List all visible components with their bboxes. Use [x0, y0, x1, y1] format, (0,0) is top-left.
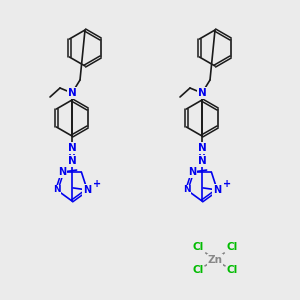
Text: Cl: Cl [192, 242, 204, 252]
Text: Cl: Cl [192, 265, 204, 275]
Text: Zn: Zn [208, 255, 223, 265]
Text: N: N [188, 167, 197, 177]
Text: N: N [213, 185, 221, 195]
Text: N: N [83, 185, 91, 195]
Text: N: N [58, 167, 67, 177]
Text: N: N [53, 185, 61, 194]
Text: N: N [198, 88, 206, 98]
Text: Cl: Cl [226, 242, 238, 252]
Text: N: N [198, 143, 206, 153]
Text: +: + [223, 179, 231, 189]
Text: N: N [68, 143, 76, 153]
Text: N: N [198, 156, 206, 166]
Text: Cl: Cl [226, 265, 238, 275]
Text: N: N [68, 88, 76, 98]
Text: +: + [93, 179, 101, 189]
Text: N: N [68, 156, 76, 166]
Text: N: N [183, 185, 190, 194]
